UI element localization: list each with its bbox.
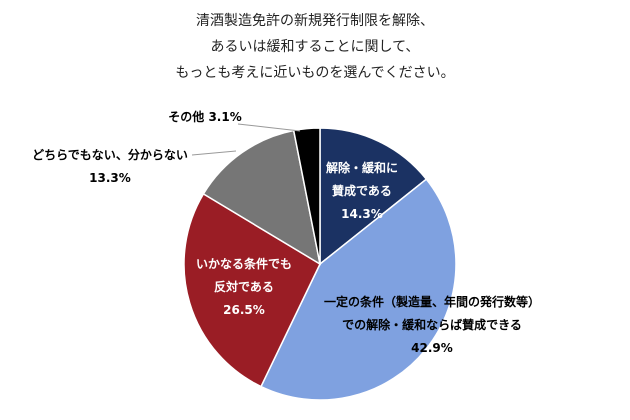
- pie-slice: [202, 129, 322, 266]
- title-line: もっとも考えに近いものを選んでください。: [175, 65, 455, 81]
- slice-label: その他 3.1%: [168, 109, 241, 124]
- title-line: あるいは緩和することに関して、: [210, 39, 420, 55]
- slice-label: 一定の条件（製造量、年間の発行数等）での解除・緩和ならば賛成できる 42.9%: [324, 294, 540, 355]
- pie-slice: [319, 127, 428, 266]
- slice-label: どちらでもない、分からない 13.3%: [32, 147, 188, 185]
- leader-line: [191, 150, 237, 156]
- pie-slice: [183, 192, 321, 388]
- title-line: 清酒製造免許の新規発行制限を解除、: [196, 13, 434, 29]
- pie-slice: [259, 178, 457, 401]
- slice-label: 解除・緩和に賛成である 14.3%: [326, 160, 398, 221]
- leader-line: [237, 123, 301, 132]
- slice-label: いかなる条件でも反対である 26.5%: [196, 256, 292, 317]
- chart-title: 清酒製造免許の新規発行制限を解除、 あるいは緩和することに関して、 もっとも考え…: [0, 8, 630, 86]
